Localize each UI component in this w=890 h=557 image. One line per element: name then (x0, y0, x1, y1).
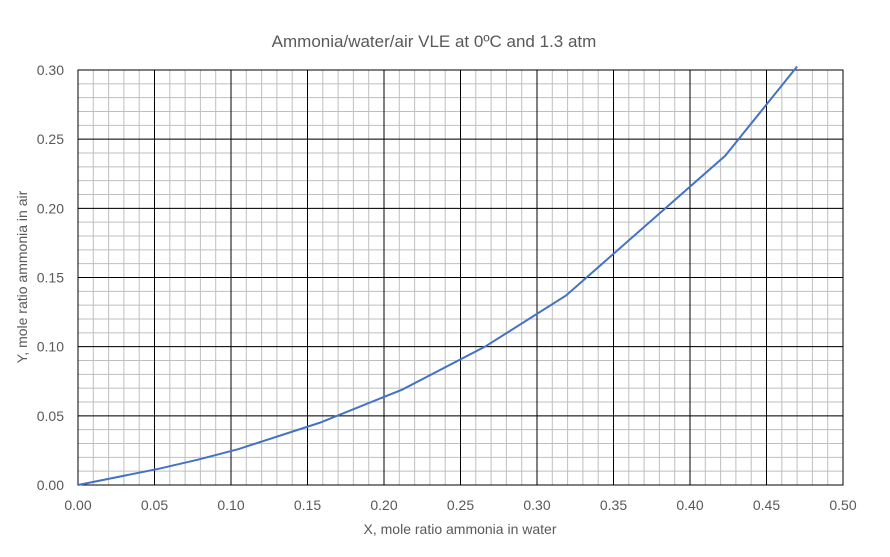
major-gridlines (78, 70, 843, 485)
y-axis-label: Y, mole ratio ammonia in air (14, 190, 30, 363)
x-tick-label: 0.25 (447, 497, 474, 513)
y-tick-label: 0.30 (37, 62, 64, 78)
series-layer (77, 65, 798, 486)
x-tick-label: 0.15 (294, 497, 321, 513)
y-tick-label: 0.05 (37, 408, 64, 424)
x-axis-tick-labels: 0.00 0.05 0.10 0.15 0.20 0.25 0.30 0.35 0.40 0.45… (64, 497, 856, 513)
x-tick-label: 0.45 (753, 497, 780, 513)
x-tick-label: 0.05 (141, 497, 168, 513)
x-tick-label: 0.20 (370, 497, 397, 513)
series-line (77, 65, 798, 486)
x-tick-label: 0.50 (829, 497, 856, 513)
x-tick-label: 0.40 (676, 497, 703, 513)
chart-title: Ammonia/water/air VLE at 0ºC and 1.3 atm (272, 32, 597, 51)
x-tick-label: 0.30 (523, 497, 550, 513)
y-axis-tick-labels: 0.00 0.05 0.10 0.15 0.20 0.25 0.30 (37, 62, 64, 493)
x-axis-label: X, mole ratio ammonia in water (364, 521, 557, 537)
plot-area-frame (77, 69, 844, 486)
y-tick-label: 0.10 (37, 339, 64, 355)
y-tick-label: 0.20 (37, 200, 64, 216)
y-tick-label: 0.00 (37, 477, 64, 493)
x-tick-label: 0.00 (64, 497, 91, 513)
x-tick-label: 0.35 (600, 497, 627, 513)
x-tick-label: 0.10 (217, 497, 244, 513)
y-tick-label: 0.25 (37, 131, 64, 147)
y-tick-label: 0.15 (37, 270, 64, 286)
